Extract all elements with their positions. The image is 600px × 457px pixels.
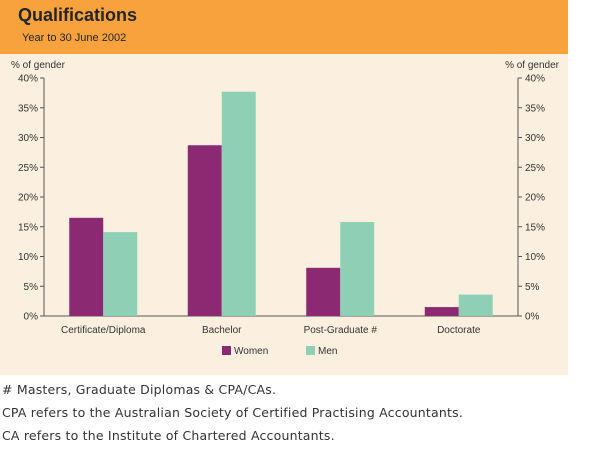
y-tick-label-left: 5% (24, 282, 39, 293)
y-tick-label-right: 10% (525, 252, 545, 263)
header-banner: Qualifications Year to 30 June 2002 (0, 0, 568, 54)
bar-women (187, 145, 222, 316)
y-tick-label-right: 40% (525, 74, 545, 85)
y-tick-label-left: 15% (18, 222, 38, 233)
y-axis-title-right: % of gender (505, 60, 560, 71)
y-tick-label-right: 5% (525, 282, 540, 293)
y-tick-label-right: 15% (525, 222, 545, 233)
y-tick-label-left: 40% (18, 74, 38, 85)
footnote-ca: CA refers to the Institute of Chartered … (2, 428, 335, 443)
legend-label-women: Women (234, 346, 268, 357)
y-tick-label-left: 0% (24, 312, 39, 323)
bar-women (306, 267, 341, 316)
y-tick-label-left: 25% (18, 163, 38, 174)
bar-men (340, 221, 375, 316)
bar-women (424, 307, 459, 316)
y-tick-label-right: 0% (525, 312, 540, 323)
bar-women (69, 217, 104, 316)
chart-panel (0, 54, 568, 375)
x-tick-label: Bachelor (202, 325, 242, 336)
bar-men (103, 232, 138, 316)
bar-chart: % of gender % of gender 0% 0% 5% 5% 10% 10% 15% 1… (11, 60, 560, 357)
footnote-postgraduate: # Masters, Graduate Diplomas & CPA/CAs. (2, 382, 277, 397)
y-tick-label-right: 25% (525, 163, 545, 174)
legend-swatch-women (222, 346, 231, 355)
legend-swatch-men (306, 346, 315, 355)
chart-title: Qualifications (18, 5, 138, 25)
y-axis-title-left: % of gender (11, 60, 66, 71)
bar-men (221, 91, 256, 316)
y-tick-label-left: 30% (18, 133, 38, 144)
x-tick-label: Doctorate (437, 325, 481, 336)
y-tick-label-left: 10% (18, 252, 38, 263)
y-tick-label-right: 20% (525, 193, 545, 204)
bar-men (458, 294, 493, 316)
chart-subtitle: Year to 30 June 2002 (22, 32, 127, 44)
y-tick-label-left: 35% (18, 103, 38, 114)
footnote-cpa: CPA refers to the Australian Society of … (2, 405, 463, 420)
legend-label-men: Men (318, 346, 337, 357)
y-tick-label-left: 20% (18, 193, 38, 204)
x-tick-label: Post-Graduate # (304, 325, 378, 336)
x-tick-label: Certificate/Diploma (61, 325, 146, 336)
y-tick-label-right: 30% (525, 133, 545, 144)
y-tick-label-right: 35% (525, 103, 545, 114)
